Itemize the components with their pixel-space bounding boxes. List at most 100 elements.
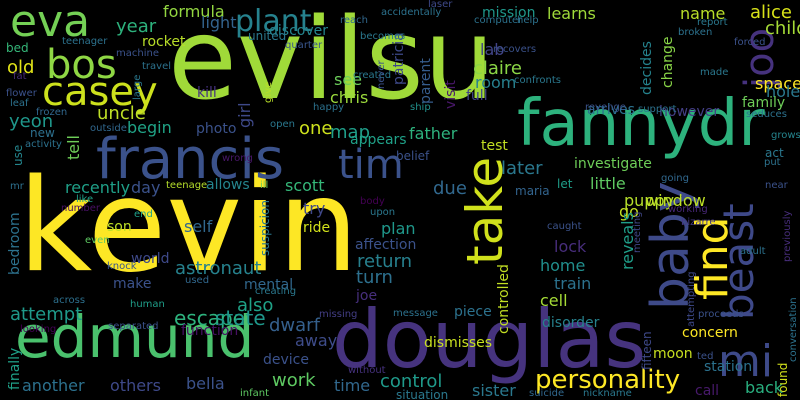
word-puppy: puppy (624, 191, 675, 210)
word-working: working (668, 204, 708, 215)
word-ted: ted (697, 351, 714, 362)
word-try: try (303, 199, 326, 218)
word-mr: mr (10, 181, 24, 192)
word-suspicion: suspicion (258, 200, 272, 256)
word-act: act (765, 146, 784, 160)
word-recovers: recovers (493, 44, 537, 55)
word-knock: knock (107, 261, 137, 272)
word-united: united (248, 29, 287, 43)
word-finally: finally (7, 347, 23, 390)
word-even: even (85, 235, 110, 246)
word-attempt: attempt (10, 304, 83, 325)
word-lab: lab (480, 40, 505, 59)
word-ride: ride (303, 220, 331, 236)
word-decides: decides (639, 41, 655, 95)
word-moon: moon (653, 346, 693, 362)
word-mission: mission (482, 5, 536, 21)
word-let: let (557, 177, 573, 191)
word-others: others (110, 376, 161, 395)
word-uncle: uncle (97, 103, 146, 124)
word-adult: adult (740, 246, 766, 257)
word-separated: separated (108, 321, 159, 332)
word-meeting: meeting (632, 211, 643, 253)
word-map: map (330, 122, 370, 143)
word-fifteen: fifteen (640, 331, 654, 370)
word-room: room (475, 73, 517, 92)
word-body: body (360, 196, 385, 207)
word-plant: plant (235, 4, 312, 39)
word-wrong: wrong (222, 153, 253, 164)
word-girl: girl (235, 102, 254, 128)
word-confronts: confronts (514, 75, 561, 86)
word-outside: outside (90, 123, 127, 134)
word-eva: eva (10, 0, 91, 47)
word-quarter: quarter (285, 40, 323, 51)
word-teenager: teenager (62, 36, 108, 47)
word-old: old (7, 57, 35, 78)
word-chris: chris (330, 88, 369, 107)
word-kevin: kevin (18, 152, 359, 301)
word-edmund: edmund (15, 303, 255, 371)
word-bizarre: bizarre (681, 217, 716, 228)
word-near: near (765, 180, 788, 191)
word-fat: fat (13, 71, 27, 82)
word-year: year (116, 16, 157, 37)
word-parent: parent (418, 58, 434, 104)
word-change: change (660, 36, 676, 88)
word-sister: sister (472, 381, 516, 400)
word-little: little (590, 174, 626, 193)
word-time: time (334, 376, 371, 395)
word-support: support (638, 104, 677, 115)
word-another: another (22, 376, 85, 395)
word-broken: broken (678, 27, 713, 38)
word-reach: reach (340, 15, 369, 26)
word-formula: formula (163, 2, 225, 21)
word-created: created (353, 70, 392, 81)
word-upon: upon (370, 207, 396, 218)
word-caught: caught (547, 221, 582, 232)
word-kill: kill (197, 85, 217, 101)
word-activity: activity (25, 139, 62, 150)
word-controlled: controlled (496, 264, 512, 334)
word-douglas: douglas (332, 293, 647, 386)
word-mi: mi (718, 336, 774, 387)
word-back: back (745, 378, 784, 397)
word-photo: photo (196, 121, 237, 137)
word-without: without (348, 365, 386, 376)
word-affection: affection (355, 237, 417, 253)
word-frozen: frozen (36, 107, 68, 118)
word-light: light (201, 13, 237, 32)
word-previously: previously (782, 210, 793, 262)
word-space: space (755, 74, 800, 93)
word-maria: maria (515, 184, 550, 198)
word-ill: ill (260, 180, 269, 191)
word-scott: scott (285, 176, 325, 195)
word-use: use (11, 144, 25, 166)
word-made: made (700, 67, 729, 78)
word-control: control (380, 371, 443, 392)
word-revenge: revenge (585, 102, 626, 113)
word-plan: plan (381, 219, 416, 238)
word-turn: turn (356, 267, 393, 288)
word-test: test (481, 138, 508, 154)
word-day: day (131, 178, 161, 197)
word-personality: personality (535, 365, 681, 395)
word-piece: piece (454, 304, 492, 320)
word-however: however (659, 104, 720, 120)
word-investigate: investigate (574, 156, 652, 172)
word-self: self (184, 217, 213, 236)
word-find: find (687, 216, 738, 300)
word-evilsu: evilsu (168, 0, 495, 125)
word-device: device (263, 352, 309, 368)
word-dwarf: dwarf (269, 315, 320, 336)
word-give: give (263, 81, 274, 103)
word-train: train (554, 274, 592, 293)
word-seduces: seduces (746, 109, 787, 120)
word-human: human (130, 299, 165, 310)
word-large: large (132, 74, 143, 100)
word-child: child (765, 18, 800, 39)
word-concern: concern (682, 325, 738, 341)
word-allows: allows (206, 177, 250, 193)
word-away: away (295, 331, 338, 350)
word-name: name (680, 4, 726, 23)
